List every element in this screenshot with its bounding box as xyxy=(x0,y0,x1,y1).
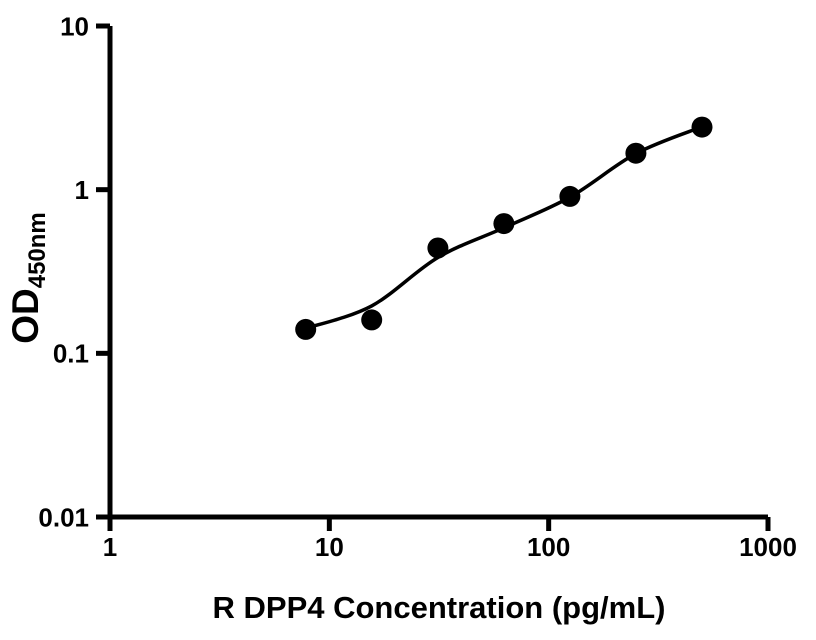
x-axis-title: R DPP4 Concentration (pg/mL) xyxy=(213,590,666,625)
y-tick-label: 0.01 xyxy=(38,502,89,532)
data-point-marker xyxy=(691,116,713,138)
x-tick-label: 10 xyxy=(315,532,344,562)
data-point-marker xyxy=(625,142,647,164)
x-tick-label: 1 xyxy=(103,532,117,562)
x-axis-tick-labels: 1 10 100 1000 xyxy=(103,532,797,562)
x-axis-ticks xyxy=(107,517,771,531)
y-axis-title: OD450nm xyxy=(5,212,51,344)
data-point-marker xyxy=(427,237,449,259)
x-tick-label: 100 xyxy=(527,532,570,562)
y-tick-label: 10 xyxy=(60,11,89,41)
x-tick-label: 1000 xyxy=(739,532,797,562)
y-axis-tick-labels: 0.01 0.1 1 10 xyxy=(38,11,89,532)
y-axis-title-subscript: 450nm xyxy=(24,212,51,288)
data-points xyxy=(295,116,713,340)
data-point-marker xyxy=(295,318,317,340)
y-tick-label: 0.1 xyxy=(53,339,89,369)
y-axis-ticks xyxy=(96,23,110,520)
data-point-marker xyxy=(559,185,581,207)
data-point-marker xyxy=(493,213,515,235)
axis-spines xyxy=(107,26,768,520)
y-axis-title-main: OD xyxy=(5,288,46,344)
y-tick-label: 1 xyxy=(75,175,89,205)
data-point-marker xyxy=(361,309,383,331)
